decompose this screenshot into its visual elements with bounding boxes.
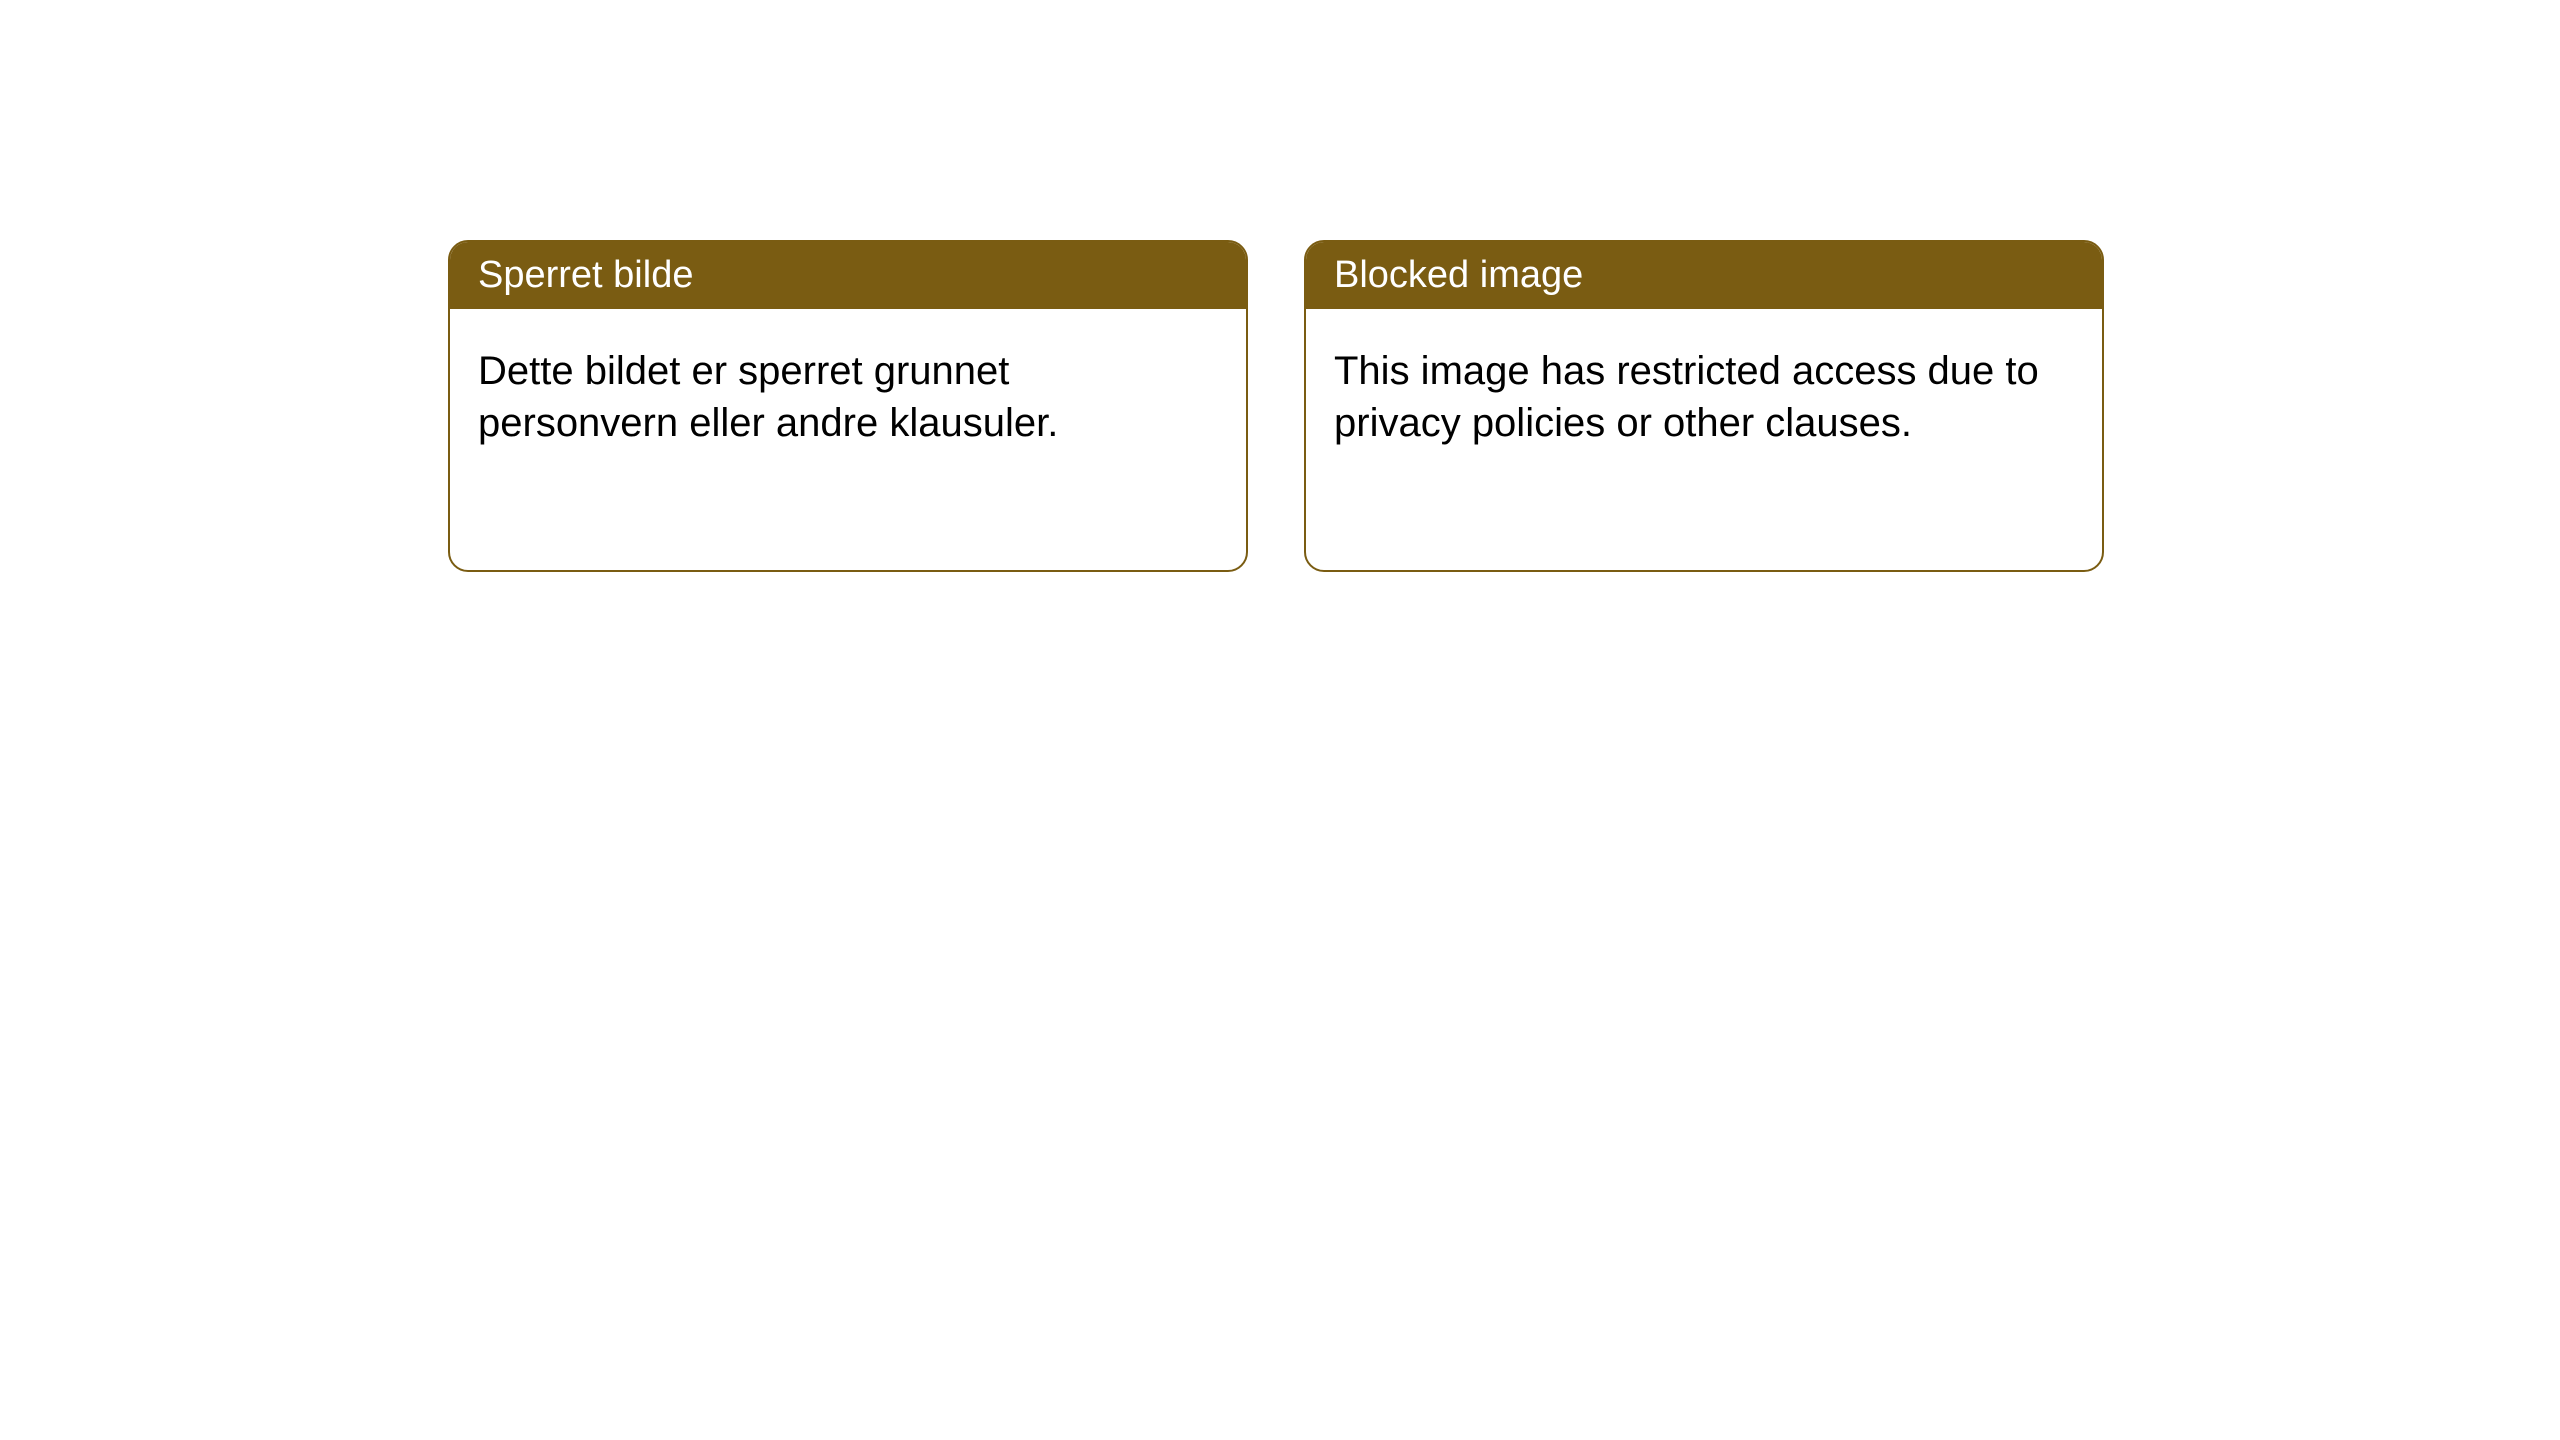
notice-title-norwegian: Sperret bilde: [478, 254, 693, 296]
notice-title-english: Blocked image: [1334, 254, 1583, 296]
notice-text-english: This image has restricted access due to …: [1334, 349, 2039, 445]
notice-header-norwegian: Sperret bilde: [450, 242, 1246, 309]
notice-header-english: Blocked image: [1306, 242, 2102, 309]
notice-text-norwegian: Dette bildet er sperret grunnet personve…: [478, 349, 1058, 445]
notice-card-norwegian: Sperret bilde Dette bildet er sperret gr…: [448, 240, 1248, 572]
notice-card-english: Blocked image This image has restricted …: [1304, 240, 2104, 572]
notice-body-english: This image has restricted access due to …: [1306, 309, 2102, 485]
notice-container: Sperret bilde Dette bildet er sperret gr…: [448, 240, 2104, 572]
notice-body-norwegian: Dette bildet er sperret grunnet personve…: [450, 309, 1246, 485]
